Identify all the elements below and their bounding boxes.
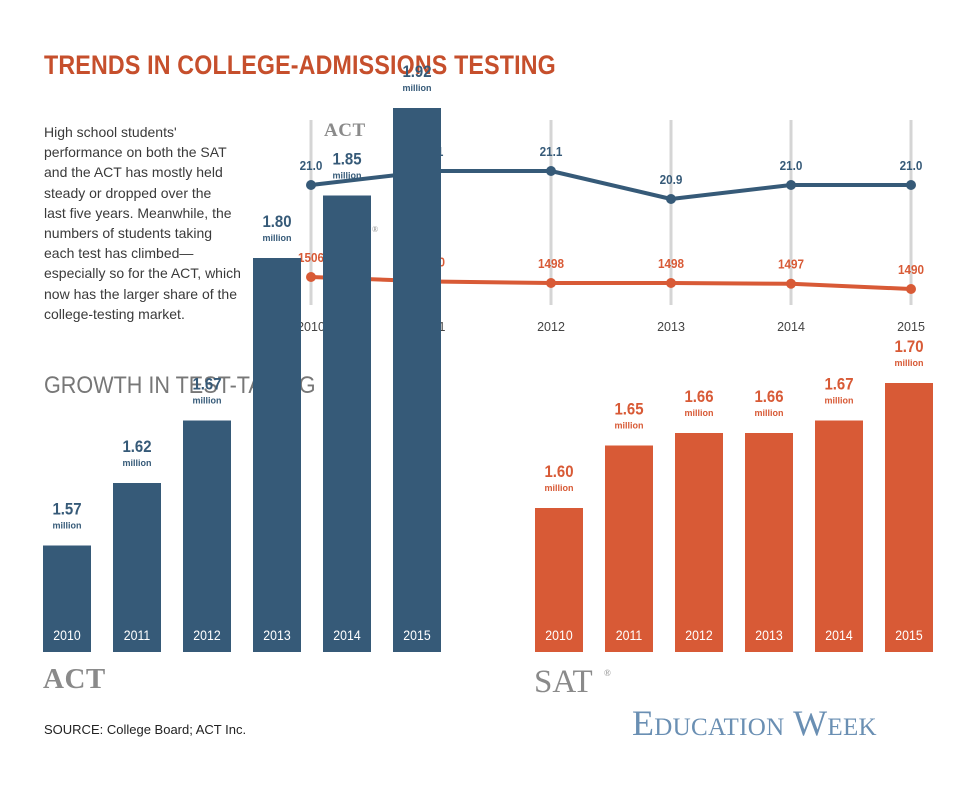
x-tick-label: 2014 (777, 320, 805, 334)
sat-count-bar (815, 420, 863, 652)
sat-count-value-label: 1.65 (614, 401, 643, 419)
act-score-data-label: 20.9 (660, 172, 683, 187)
act-count-value-label: 1.57 (52, 501, 81, 519)
act-count-unit-label: million (333, 171, 362, 181)
act-score-point (306, 180, 316, 190)
act-count-unit-label: million (193, 396, 222, 406)
act-count-bar (253, 258, 301, 652)
act-logo: ACT (43, 663, 106, 695)
act-score-point (546, 166, 556, 176)
sat-score-point (306, 272, 316, 282)
x-tick-label: 2010 (297, 320, 325, 334)
sat-score-data-label: 1498 (658, 256, 684, 271)
act-count-bar (43, 545, 91, 652)
act-count-value-label: 1.80 (262, 213, 291, 231)
intro-text: High school students' performance on bot… (44, 122, 279, 324)
act-score-point (666, 194, 676, 204)
intro-line: performance on both the SAT (44, 144, 227, 161)
sat-count-year-label: 2013 (755, 627, 782, 643)
x-tick-label: 2012 (537, 320, 565, 334)
act-score-point (786, 180, 796, 190)
intro-line: steady or dropped over the (44, 184, 212, 201)
act-count-value-label: 1.85 (332, 151, 361, 169)
x-tick-label: 2015 (897, 320, 925, 334)
act-count-year-label: 2010 (53, 627, 80, 643)
sat-count-bar (535, 508, 583, 652)
sat-score-point (546, 278, 556, 288)
sat-score-data-label: 1506 (298, 250, 324, 265)
act-count-value-label: 1.67 (192, 376, 221, 394)
sat-score-point (906, 284, 916, 294)
sat-count-value-label: 1.67 (824, 376, 853, 394)
sat-score-data-label: 1490 (898, 262, 924, 277)
intro-line: college-testing market. (44, 305, 185, 322)
sat-count-year-label: 2012 (685, 627, 712, 643)
act-count-bar (113, 483, 161, 652)
sat-score-data-label: 1498 (538, 256, 564, 271)
act-count-unit-label: million (403, 83, 432, 93)
sat-count-year-label: 2011 (616, 627, 642, 643)
act-count-unit-label: million (53, 521, 82, 531)
sat-count-bar (675, 433, 723, 652)
source-note: SOURCE: College Board; ACT Inc. (44, 722, 247, 737)
education-week-logo: Education Week (632, 703, 877, 743)
intro-line: High school students' (44, 124, 177, 140)
act-count-year-label: 2015 (403, 627, 430, 643)
act-count-year-label: 2011 (124, 627, 150, 643)
sat-registered-mark: ® (372, 225, 378, 234)
act-count-unit-label: million (123, 458, 152, 468)
act-count-year-label: 2012 (193, 627, 220, 643)
sat-count-unit-label: million (895, 358, 924, 368)
act-count-bar (323, 195, 371, 652)
intro-line: and the ACT has mostly held (44, 164, 223, 181)
sat-logo: SAT (534, 664, 593, 700)
sat-score-data-label: 1497 (778, 257, 804, 272)
sat-count-year-label: 2014 (825, 627, 852, 643)
intro-line: each test has climbed— (44, 245, 194, 262)
sat-score-point (786, 278, 796, 289)
sat-count-value-label: 1.66 (684, 388, 713, 406)
sat-count-unit-label: million (825, 396, 854, 406)
sat-count-unit-label: million (685, 408, 714, 418)
sat-count-bar (885, 383, 933, 652)
act-logo: ACT (324, 120, 366, 141)
act-count-value-label: 1.92 (402, 63, 431, 81)
intro-line: numbers of students taking (44, 225, 213, 242)
sat-count-unit-label: million (615, 421, 644, 431)
x-tick-label: 2013 (657, 320, 685, 334)
sat-count-unit-label: million (755, 408, 784, 418)
sat-count-bar (745, 433, 793, 652)
sat-count-year-label: 2015 (895, 627, 922, 643)
sat-count-unit-label: million (545, 483, 574, 493)
act-count-bar (393, 108, 441, 652)
intro-line: last five years. Meanwhile, the (44, 204, 232, 221)
act-score-data-label: 21.0 (780, 158, 803, 173)
act-count-unit-label: million (263, 233, 292, 243)
sat-registered-mark: ® (604, 668, 611, 678)
act-count-bar (183, 420, 231, 652)
sat-count-bar (605, 445, 653, 652)
page-title: TRENDS IN COLLEGE-ADMISSIONS TESTING (44, 50, 556, 80)
sat-count-value-label: 1.70 (894, 338, 923, 356)
sat-score-point (666, 278, 676, 288)
intro-line: now has the larger share of the (44, 285, 238, 302)
sat-count-value-label: 1.66 (754, 388, 783, 406)
act-score-data-label: 21.0 (900, 158, 923, 173)
act-count-year-label: 2013 (263, 627, 290, 643)
act-count-value-label: 1.62 (122, 438, 151, 456)
sat-count-value-label: 1.60 (544, 463, 573, 481)
act-score-data-label: 21.1 (540, 144, 563, 159)
act-count-year-label: 2014 (333, 627, 360, 643)
act-score-data-label: 21.0 (300, 158, 323, 173)
act-score-point (906, 180, 916, 190)
intro-line: especially so for the ACT, which (44, 265, 241, 282)
sat-count-year-label: 2010 (545, 627, 572, 643)
